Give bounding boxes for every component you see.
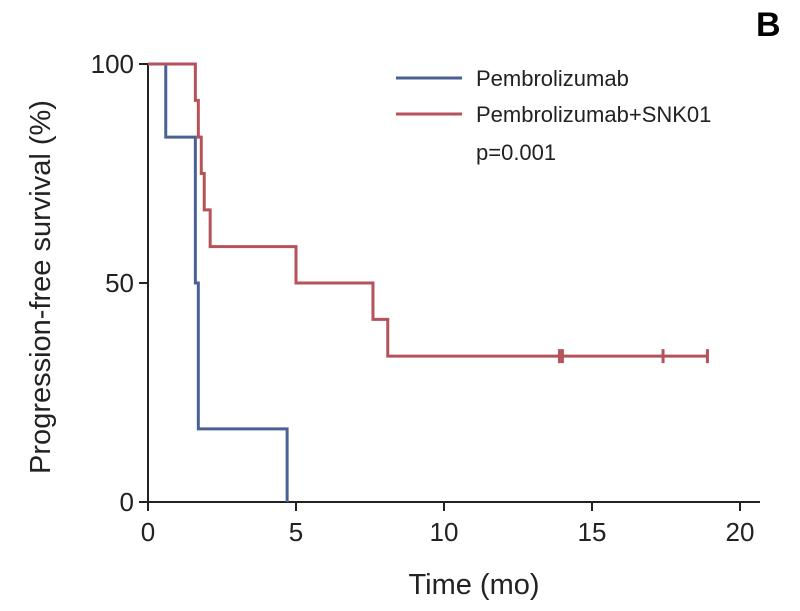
y-axis-title: Progression-free survival (%) bbox=[25, 100, 57, 474]
legend-label-pembrolizumab: Pembrolizumab bbox=[476, 66, 629, 91]
x-tick-label: 0 bbox=[141, 517, 155, 547]
y-tick-label: 50 bbox=[105, 268, 134, 298]
x-tick-label: 5 bbox=[289, 517, 303, 547]
series-line-pembrolizumab bbox=[148, 62, 289, 502]
ticks: 0 50 100 0 5 10 15 20 bbox=[91, 49, 755, 547]
p-value-annotation: p=0.001 bbox=[476, 140, 556, 165]
series-layer bbox=[148, 62, 709, 502]
y-tick-label: 0 bbox=[120, 487, 134, 517]
panel-label: B bbox=[756, 6, 781, 44]
axes bbox=[147, 64, 760, 503]
legend: Pembrolizumab Pembrolizumab+SNK01 p=0.00… bbox=[396, 66, 711, 165]
x-tick-label: 10 bbox=[430, 517, 459, 547]
x-tick-label: 15 bbox=[578, 517, 607, 547]
x-axis-title: Time (mo) bbox=[408, 569, 539, 601]
series-line-pembrolizumab-snk01 bbox=[148, 62, 708, 358]
y-tick-label: 100 bbox=[91, 49, 134, 79]
x-tick-label: 20 bbox=[726, 517, 755, 547]
legend-label-pembrolizumab-snk01: Pembrolizumab+SNK01 bbox=[476, 102, 711, 127]
